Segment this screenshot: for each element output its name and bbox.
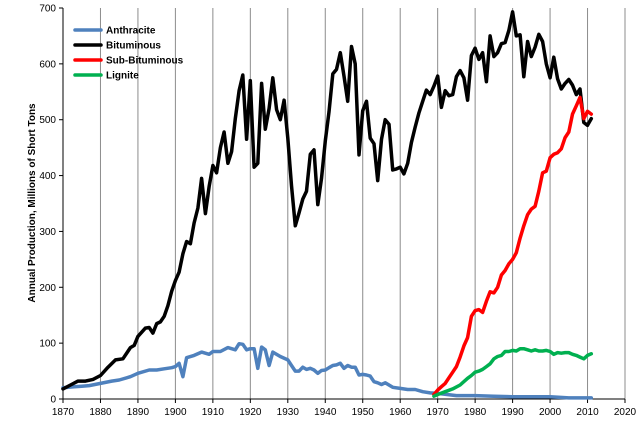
x-tick-label: 1910 (202, 407, 225, 418)
x-tick-label: 1990 (501, 407, 524, 418)
y-tick-label: 200 (39, 283, 56, 294)
x-tick-label: 1970 (427, 407, 450, 418)
x-tick-label: 1870 (52, 407, 75, 418)
y-axis-label: Annual Production, Millions of Short Ton… (27, 103, 38, 303)
x-tick-label: 1950 (352, 407, 375, 418)
x-tick-label: 2010 (576, 407, 599, 418)
y-tick-label: 400 (39, 171, 56, 182)
x-tick-label: 1930 (277, 407, 300, 418)
y-tick-label: 600 (39, 59, 56, 70)
x-tick-label: 2020 (614, 407, 637, 418)
x-tick-label: 1890 (127, 407, 150, 418)
legend-label-lignite: Lignite (106, 71, 139, 82)
y-tick-label: 700 (39, 4, 56, 15)
legend-label-anthracite: Anthracite (106, 26, 156, 37)
x-tick-label: 2000 (539, 407, 562, 418)
series-line-bituminous (61, 10, 594, 391)
y-tick-label: 500 (39, 115, 56, 126)
series-line-sub-bituminous (432, 95, 594, 397)
series-line-anthracite (61, 341, 594, 400)
x-tick-label: 1940 (314, 407, 337, 418)
y-tick-label: 100 (39, 339, 56, 350)
legend-label-sub-bituminous: Sub-Bituminous (106, 56, 184, 67)
legend-label-bituminous: Bituminous (106, 41, 161, 52)
axes (62, 8, 625, 400)
y-tick-label: 0 (50, 395, 56, 406)
x-tick-label: 1980 (464, 407, 487, 418)
series-line-lignite (432, 346, 594, 398)
x-axis-ticks: 1870 1880 1890 1900 1910 1920 1930 1940 1950 1960… (52, 399, 637, 418)
y-axis-ticks: 0 100 200 300 400 500 600 700 (39, 4, 63, 406)
x-tick-label: 1960 (389, 407, 412, 418)
plot-series (61, 10, 594, 400)
y-tick-label: 300 (39, 227, 56, 238)
vertical-gridlines (99, 8, 626, 399)
x-tick-label: 1880 (89, 407, 112, 418)
legend: Anthracite Bituminous Sub-Bituminous Lignit… (73, 26, 184, 82)
x-tick-label: 1900 (164, 407, 187, 418)
x-tick-label: 1920 (239, 407, 262, 418)
